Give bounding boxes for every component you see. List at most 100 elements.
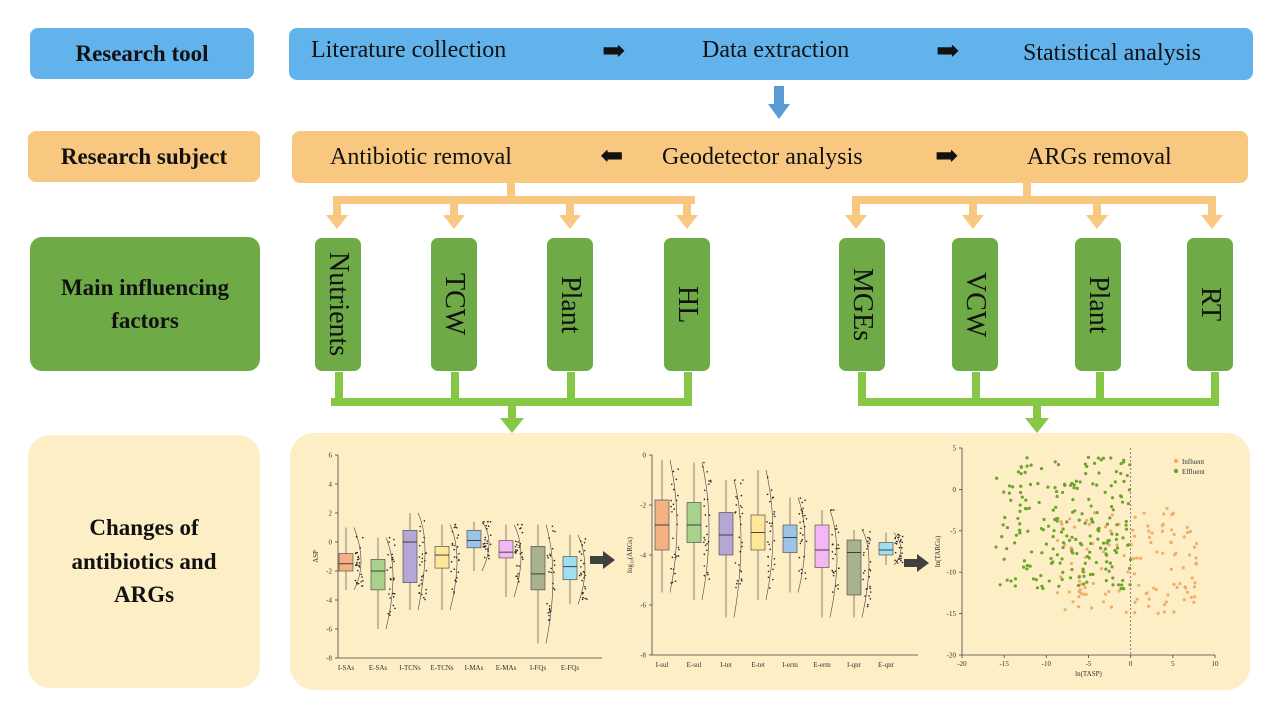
data-point xyxy=(487,550,489,552)
data-point xyxy=(486,540,489,542)
scatter-point-influent xyxy=(1165,506,1169,511)
data-point xyxy=(704,544,707,547)
data-point xyxy=(354,579,357,582)
data-point xyxy=(552,587,555,589)
data-point xyxy=(387,553,389,556)
data-point xyxy=(709,479,712,482)
data-point xyxy=(738,536,741,539)
data-point xyxy=(486,527,488,530)
scatter-point-influent xyxy=(1087,522,1091,527)
data-point xyxy=(552,530,554,532)
data-point xyxy=(771,522,773,525)
scatter-point-effluent xyxy=(1000,534,1004,539)
scatter-point-influent xyxy=(1076,605,1081,609)
data-point xyxy=(895,560,898,563)
data-point xyxy=(484,536,487,539)
data-point xyxy=(521,523,523,526)
data-point xyxy=(389,566,392,569)
scatter-point-influent xyxy=(1170,513,1174,517)
data-point xyxy=(516,564,518,567)
data-point xyxy=(421,560,423,563)
right-arrow-icon xyxy=(904,554,929,572)
scatter-point-effluent xyxy=(1125,473,1129,478)
box-E-qnr xyxy=(878,542,894,556)
scatter-point-effluent xyxy=(1088,572,1092,577)
data-point xyxy=(418,544,421,547)
box-E-MAs xyxy=(498,540,514,559)
data-point xyxy=(670,505,672,508)
data-point xyxy=(671,556,674,559)
scatter-point-effluent xyxy=(1002,490,1006,494)
scatter-point-effluent xyxy=(1105,522,1110,526)
data-point xyxy=(550,571,552,574)
scatter-point-influent xyxy=(1155,550,1159,554)
scatter-point-effluent xyxy=(1119,461,1123,466)
data-point xyxy=(867,540,869,543)
data-point xyxy=(553,588,556,591)
data-point xyxy=(389,577,392,580)
data-point xyxy=(357,569,359,572)
data-point xyxy=(454,523,456,526)
scatter-point-influent xyxy=(1085,518,1089,523)
violin-outline xyxy=(481,521,490,572)
data-point xyxy=(392,592,394,595)
scatter-point-influent xyxy=(1194,556,1198,560)
scatter-point-effluent xyxy=(1003,515,1007,520)
data-point xyxy=(672,503,675,506)
data-point xyxy=(485,524,488,527)
data-point xyxy=(582,570,585,573)
scatter-point-effluent xyxy=(1097,526,1101,530)
data-point xyxy=(740,523,742,526)
scatter-point-effluent xyxy=(1031,577,1036,581)
data-point xyxy=(581,598,584,601)
violin-outline xyxy=(449,524,458,611)
data-point xyxy=(869,539,871,541)
data-point xyxy=(453,526,456,529)
scatter-point-effluent xyxy=(1054,517,1058,521)
data-point xyxy=(835,585,837,587)
data-point xyxy=(454,526,457,528)
data-point xyxy=(705,525,708,528)
scatter-point-effluent xyxy=(1005,525,1010,530)
data-point xyxy=(900,557,902,560)
scatter-point-effluent xyxy=(1070,535,1074,539)
data-point xyxy=(553,564,556,566)
data-point xyxy=(894,542,896,544)
scatter-point-effluent xyxy=(1085,580,1089,584)
arrow-head xyxy=(603,551,615,569)
scatter-point-effluent xyxy=(1041,586,1045,591)
box-E-sul xyxy=(686,502,702,543)
scatter-point-effluent xyxy=(1101,456,1106,460)
data-point xyxy=(801,510,804,512)
data-point xyxy=(393,593,396,595)
scatter-point-influent xyxy=(1077,579,1082,583)
scatter-point-influent xyxy=(1126,570,1130,574)
scatter-point-effluent xyxy=(1005,547,1009,551)
scatter-point-effluent xyxy=(1051,508,1055,512)
y-tick-label: -10 xyxy=(947,569,957,577)
data-point xyxy=(703,574,706,577)
data-point xyxy=(356,563,358,565)
data-point xyxy=(868,575,871,578)
y-tick-label: -4 xyxy=(326,597,332,605)
data-point xyxy=(898,555,901,557)
scatter-point-influent xyxy=(1137,583,1141,587)
data-point xyxy=(900,559,902,562)
data-point xyxy=(516,549,519,552)
data-point xyxy=(483,556,486,559)
scatter-point-influent xyxy=(1091,581,1095,586)
orange-branch-left xyxy=(326,183,698,229)
data-point xyxy=(578,574,581,577)
scatter-point-influent xyxy=(1194,541,1199,546)
factor-rt: RT xyxy=(1187,238,1233,371)
data-point xyxy=(703,553,706,556)
data-point xyxy=(833,509,835,511)
data-point xyxy=(418,556,421,558)
violin-outline xyxy=(385,537,394,630)
data-point xyxy=(458,552,460,555)
scatter-point-effluent xyxy=(1110,565,1114,569)
scatter-point-effluent xyxy=(1019,472,1023,476)
scatter-point-effluent xyxy=(1103,547,1108,551)
scatter-point-influent xyxy=(1132,556,1136,561)
data-point xyxy=(708,514,711,517)
